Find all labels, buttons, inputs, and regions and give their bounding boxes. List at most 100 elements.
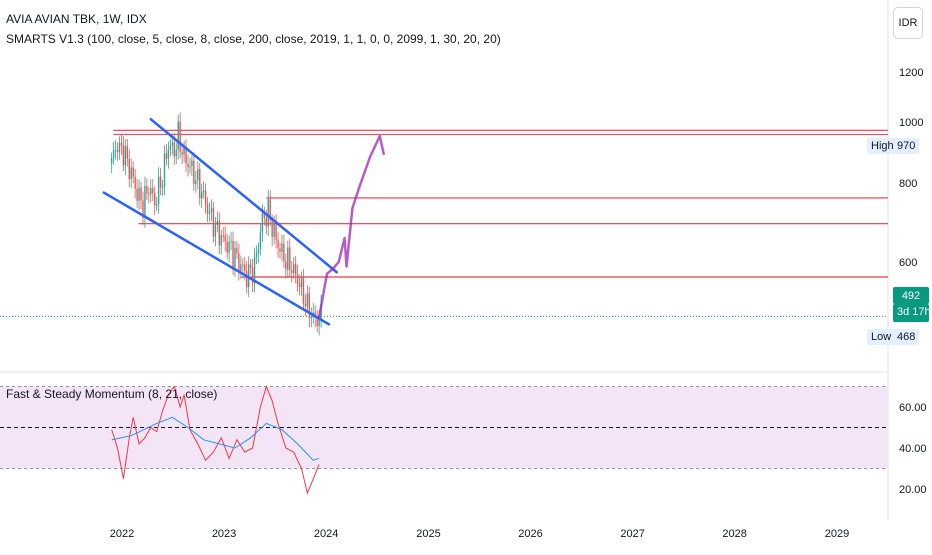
candle bbox=[230, 231, 232, 251]
candle-body bbox=[193, 160, 195, 184]
candle bbox=[224, 226, 226, 252]
channel-upper-line[interactable] bbox=[149, 117, 339, 274]
candle bbox=[120, 133, 123, 155]
candle bbox=[242, 258, 244, 274]
candle-body bbox=[167, 149, 170, 159]
candle-body bbox=[144, 185, 146, 218]
candle-body bbox=[230, 240, 232, 242]
candle-body bbox=[126, 146, 129, 159]
candle-body bbox=[238, 253, 240, 272]
candle-body bbox=[294, 263, 297, 274]
candle-body bbox=[265, 217, 267, 227]
candle-body bbox=[163, 153, 166, 186]
candle-body bbox=[187, 163, 189, 168]
candle-body bbox=[240, 264, 242, 272]
candle-body bbox=[165, 153, 168, 159]
candle-body bbox=[200, 192, 203, 199]
low-value-label: 468 bbox=[893, 329, 920, 345]
candle-body bbox=[234, 247, 236, 268]
candle bbox=[183, 140, 185, 163]
candle-body bbox=[249, 264, 252, 268]
candle bbox=[255, 245, 258, 265]
candle-body bbox=[279, 248, 281, 252]
candle-body bbox=[128, 158, 130, 179]
candle-body bbox=[159, 176, 162, 188]
candle-body bbox=[208, 211, 211, 214]
candle bbox=[140, 182, 142, 210]
fast-momentum-line bbox=[111, 384, 320, 495]
candle bbox=[291, 261, 293, 283]
candle bbox=[195, 170, 197, 193]
candle-body bbox=[122, 145, 125, 166]
x-tick-label-2026: 2026 bbox=[518, 528, 542, 540]
candle bbox=[124, 139, 127, 175]
candle-body bbox=[177, 121, 179, 150]
candle-body bbox=[202, 190, 205, 193]
candle-body bbox=[195, 180, 197, 184]
candle-body bbox=[275, 223, 277, 240]
candle-body bbox=[199, 169, 201, 199]
channel-lower-line[interactable] bbox=[102, 191, 331, 326]
candle-body bbox=[146, 185, 148, 194]
candle-body bbox=[269, 199, 271, 221]
candle bbox=[159, 167, 162, 195]
osc-tick-label-40-00: 40.00 bbox=[899, 443, 927, 455]
candle-body bbox=[155, 204, 158, 206]
candle-body bbox=[246, 270, 248, 288]
candle bbox=[128, 149, 130, 188]
candle bbox=[136, 179, 138, 208]
candle-body bbox=[183, 147, 185, 155]
candle bbox=[112, 142, 115, 165]
steady-momentum-line bbox=[111, 416, 320, 461]
candle bbox=[267, 189, 269, 236]
candle-body bbox=[306, 293, 309, 307]
candle bbox=[287, 240, 289, 279]
indicator-legend[interactable]: SMARTS V1.3 (100, close, 5, close, 8, cl… bbox=[6, 32, 501, 46]
candle-body bbox=[134, 176, 136, 189]
candle bbox=[169, 139, 172, 157]
candle bbox=[144, 176, 146, 228]
currency-button[interactable]: IDR bbox=[893, 7, 923, 39]
candle bbox=[228, 235, 230, 262]
candle-body bbox=[255, 253, 258, 257]
candle-body bbox=[120, 142, 123, 146]
candle-body bbox=[204, 190, 207, 205]
candle-body bbox=[110, 157, 113, 164]
candle-body bbox=[308, 293, 311, 319]
candle bbox=[134, 168, 136, 199]
candle-body bbox=[228, 241, 230, 253]
projection-path[interactable] bbox=[317, 134, 385, 319]
candle-body bbox=[261, 213, 264, 233]
candle bbox=[289, 238, 291, 278]
candle bbox=[142, 191, 144, 225]
candle bbox=[298, 275, 301, 296]
candle bbox=[222, 226, 224, 243]
oscillator-title[interactable]: Fast & Steady Momentum (8, 21, close) bbox=[6, 387, 218, 401]
candle bbox=[226, 233, 228, 260]
candle bbox=[163, 145, 166, 196]
candle-body bbox=[300, 277, 303, 287]
candle-body bbox=[298, 283, 301, 287]
candle-body bbox=[216, 220, 219, 225]
candle bbox=[126, 139, 129, 167]
candle bbox=[302, 268, 305, 310]
candle bbox=[206, 197, 209, 222]
candle-body bbox=[132, 167, 134, 177]
candle bbox=[292, 257, 295, 279]
candle-body bbox=[171, 142, 174, 146]
candle bbox=[220, 229, 222, 255]
candle bbox=[130, 158, 132, 189]
candle-body bbox=[118, 142, 121, 153]
candle bbox=[281, 234, 283, 262]
candle bbox=[216, 211, 219, 233]
candle-body bbox=[140, 187, 142, 201]
candle bbox=[204, 183, 207, 214]
candle-body bbox=[114, 149, 117, 151]
candle-body bbox=[173, 142, 175, 157]
candle-body bbox=[116, 149, 119, 153]
candle-body bbox=[161, 185, 164, 188]
candle-body bbox=[191, 160, 193, 167]
candle bbox=[175, 142, 177, 164]
